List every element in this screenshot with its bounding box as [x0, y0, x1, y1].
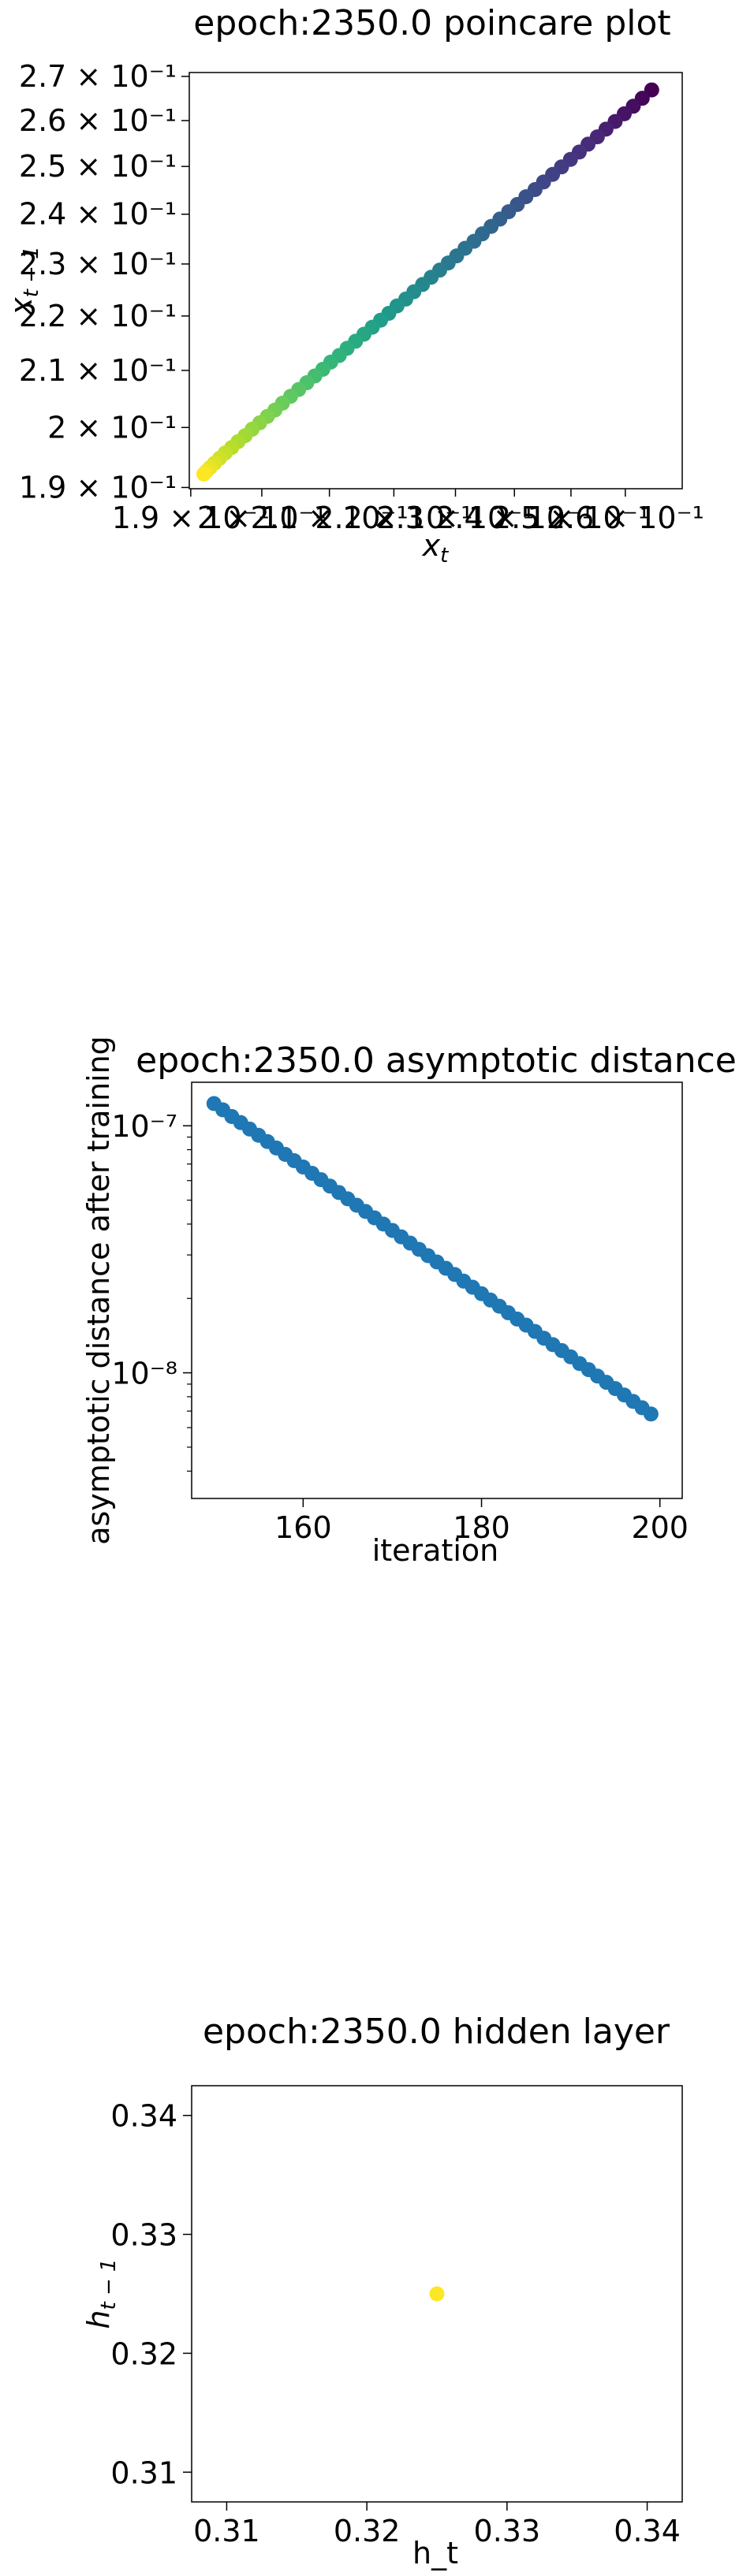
x-tick-label: 2.4 × 10⁻¹ — [435, 501, 593, 535]
y-tick-label: 2.3 × 10⁻¹ — [19, 247, 177, 281]
x-tick-label: 2.3 × 10⁻¹ — [376, 501, 534, 535]
x-tick-label: 0.31 — [193, 2514, 260, 2548]
data-point — [643, 1406, 659, 1422]
asymptotic-plot-points — [206, 1096, 659, 1422]
asymptotic-plot-x-ticks: 160 180 200 — [274, 1498, 689, 1545]
hidden-layer-plot-x-ticks: 0.31 0.32 0.33 0.34 — [193, 2502, 681, 2548]
asymptotic-distance-plot: epoch:2350.0 asymptotic distance 10⁻⁸10⁻… — [81, 1036, 737, 1568]
x-tick-label: 180 — [453, 1510, 510, 1545]
asymptotic-plot-x-axis-label: iteration — [372, 1533, 499, 1568]
x-tick-label: 2.2 × 10⁻¹ — [315, 501, 472, 535]
y-tick-label: 10⁻⁷ — [111, 1109, 177, 1144]
x-tick-label: 160 — [274, 1510, 332, 1545]
hidden-layer-plot-frame — [191, 2085, 683, 2503]
y-tick-label: 2.4 × 10⁻¹ — [19, 197, 177, 232]
data-point — [429, 2286, 445, 2302]
x-tick-label: 0.34 — [614, 2514, 681, 2548]
data-point — [196, 466, 211, 482]
y-tick-label: 2.2 × 10⁻¹ — [19, 299, 177, 333]
poincare-plot: epoch:2350.0 poincare plot 1.9 × 10⁻¹2 ×… — [4, 3, 704, 568]
poincare-plot-points — [196, 82, 659, 482]
x-tick-label: 2 × 10⁻¹ — [197, 501, 327, 535]
y-tick-label: 2 × 10⁻¹ — [47, 410, 177, 445]
x-tick-label: 2.5 × 10⁻¹ — [492, 501, 650, 535]
x-tick-label: 2.6 × 10⁻¹ — [547, 501, 704, 535]
x-tick-label: 200 — [631, 1510, 689, 1545]
asymptotic-plot-frame — [191, 1081, 683, 1499]
x-tick-label: 0.32 — [334, 2514, 401, 2548]
asymptotic-plot-title: epoch:2350.0 asymptotic distance — [136, 1040, 737, 1081]
x-tick-label: 2.1 × 10⁻¹ — [251, 501, 409, 535]
y-tick-label: 2.7 × 10⁻¹ — [19, 59, 177, 94]
poincare-plot-y-ticks: 1.9 × 10⁻¹ 2 × 10⁻¹ 2.1 × 10⁻¹ 2.2 × 10⁻¹ 2.… — [19, 59, 189, 504]
hidden-layer-plot-title: epoch:2350.0 hidden layer — [203, 2012, 670, 2052]
hidden-layer-plot-y-axis-label: ht − 1 — [81, 2258, 121, 2328]
poincare-plot-x-ticks: 1.9 × 10⁻¹2 × 10⁻¹2.1 × 10⁻¹2.2 × 10⁻¹2.… — [112, 489, 704, 535]
y-tick-label: 2.5 × 10⁻¹ — [19, 149, 177, 184]
x-tick-label: 0.33 — [474, 2514, 541, 2548]
y-tick-label: 1.9 × 10⁻¹ — [19, 470, 177, 504]
hidden-layer-plot-points — [429, 2286, 445, 2302]
poincare-plot-title: epoch:2350.0 poincare plot — [193, 3, 670, 43]
hidden-layer-plot-x-axis-label: h_t — [412, 2536, 458, 2570]
y-tick-label: 10⁻⁸ — [111, 1357, 177, 1391]
x-tick-label: 1.9 × 10⁻¹ — [112, 501, 270, 535]
y-tick-label: 2.1 × 10⁻¹ — [19, 353, 177, 388]
poincare-plot-y-axis-label: xt − 1 — [4, 246, 43, 316]
y-tick-label: 2.6 × 10⁻¹ — [19, 103, 177, 138]
asymptotic-plot-y-axis-label: asymptotic distance after training — [81, 1036, 116, 1545]
hidden-layer-plot-y-ticks: 0.31 0.32 0.33 0.34 — [110, 2099, 192, 2490]
y-tick-label: 0.34 — [110, 2099, 177, 2134]
poincare-plot-frame — [188, 72, 683, 490]
asymptotic-plot-y-ticks: 10⁻⁸ 10⁻⁷ — [111, 1109, 192, 1472]
hidden-layer-plot: epoch:2350.0 hidden layer 0.310.320.330.… — [81, 2012, 683, 2570]
y-tick-label: 0.33 — [110, 2218, 177, 2253]
y-tick-label: 0.32 — [110, 2336, 177, 2371]
y-tick-label: 0.31 — [110, 2455, 177, 2490]
